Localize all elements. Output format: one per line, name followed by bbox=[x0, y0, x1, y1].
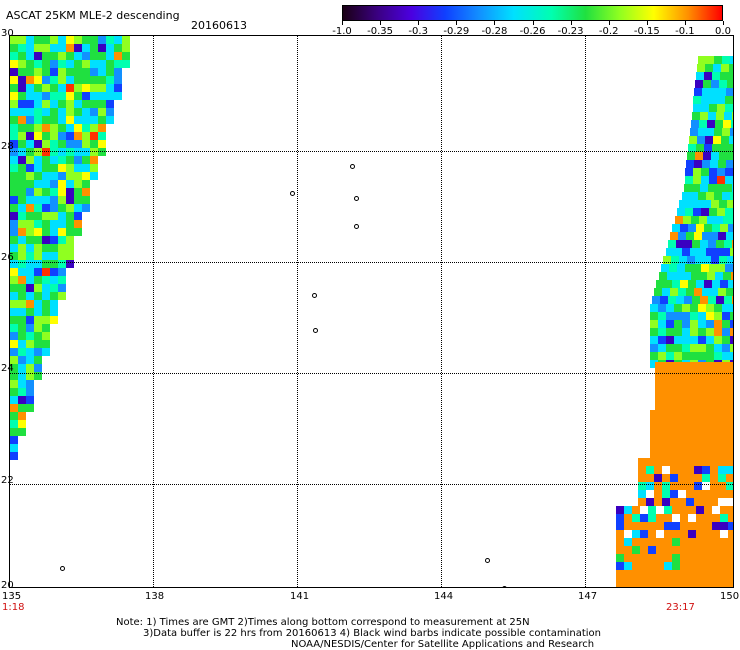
color-scale-label: -0.1 bbox=[675, 26, 695, 37]
parallel-line bbox=[10, 262, 733, 263]
lon-label-141: 141 bbox=[290, 591, 310, 602]
color-scale-tick bbox=[532, 21, 534, 25]
color-scale-tick bbox=[723, 21, 724, 25]
color-scale-bar bbox=[342, 5, 723, 21]
lon-label-138: 138 bbox=[145, 591, 165, 602]
map-frame bbox=[9, 35, 734, 588]
lon-label-135: 135 bbox=[2, 591, 22, 602]
color-scale-tick bbox=[342, 21, 343, 25]
island-outline bbox=[354, 224, 359, 229]
lon-label-150: 150 bbox=[720, 591, 740, 602]
color-scale-tick bbox=[684, 21, 686, 25]
meridian-line bbox=[585, 36, 586, 587]
island-outline bbox=[502, 586, 507, 587]
color-scale-tick bbox=[608, 21, 610, 25]
parallel-line bbox=[10, 151, 733, 152]
parallel-line bbox=[10, 484, 733, 485]
note-line-1: Note: 1) Times are GMT 2)Times along bot… bbox=[116, 617, 530, 628]
lat-label-24: 24 bbox=[1, 363, 14, 374]
island-outline bbox=[313, 328, 318, 333]
color-scale-tick bbox=[456, 21, 458, 25]
color-scale-tick bbox=[646, 21, 648, 25]
island-outline bbox=[354, 196, 359, 201]
time-start: 1:18 bbox=[2, 602, 25, 613]
color-scale-tick bbox=[570, 21, 572, 25]
time-end: 23:17 bbox=[666, 602, 695, 613]
color-scale-label: -0.23 bbox=[557, 26, 584, 37]
island-outline bbox=[485, 558, 490, 563]
map-date: 20160613 bbox=[191, 19, 247, 32]
note-line-3: NOAA/NESDIS/Center for Satellite Applica… bbox=[291, 639, 595, 650]
lat-label-28: 28 bbox=[1, 141, 14, 152]
color-scale-label: -0.35 bbox=[367, 26, 394, 37]
color-scale-label: -1.0 bbox=[332, 26, 352, 37]
color-scale-tick bbox=[418, 21, 420, 25]
lat-label-20: 20 bbox=[1, 580, 14, 591]
map-title: ASCAT 25KM MLE-2 descending bbox=[6, 9, 180, 22]
color-scale-label: -0.15 bbox=[633, 26, 660, 37]
color-scale-label: -0.2 bbox=[598, 26, 619, 37]
island-outline bbox=[290, 191, 295, 196]
island-outline bbox=[312, 293, 317, 298]
lon-label-144: 144 bbox=[434, 591, 454, 602]
lat-label-30: 30 bbox=[1, 28, 14, 39]
color-scale-label: 0.0 bbox=[715, 26, 731, 37]
lat-label-26: 26 bbox=[1, 252, 14, 263]
meridian-line bbox=[441, 36, 442, 587]
color-scale-label: -0.26 bbox=[519, 26, 546, 37]
meridian-line bbox=[153, 36, 154, 587]
color-scale-tick bbox=[380, 21, 382, 25]
meridian-line bbox=[297, 36, 298, 587]
island-outline bbox=[60, 566, 65, 571]
island-outline bbox=[350, 164, 355, 169]
color-scale-label: -0.28 bbox=[481, 26, 508, 37]
color-scale-tick bbox=[494, 21, 496, 25]
color-scale-label: -0.3 bbox=[408, 26, 428, 37]
color-scale-label: -0.29 bbox=[443, 26, 470, 37]
lat-label-22: 22 bbox=[1, 475, 14, 486]
lon-label-147: 147 bbox=[578, 591, 598, 602]
parallel-line bbox=[10, 373, 733, 374]
note-line-2: 3)Data buffer is 22 hrs from 20160613 4)… bbox=[143, 628, 601, 639]
